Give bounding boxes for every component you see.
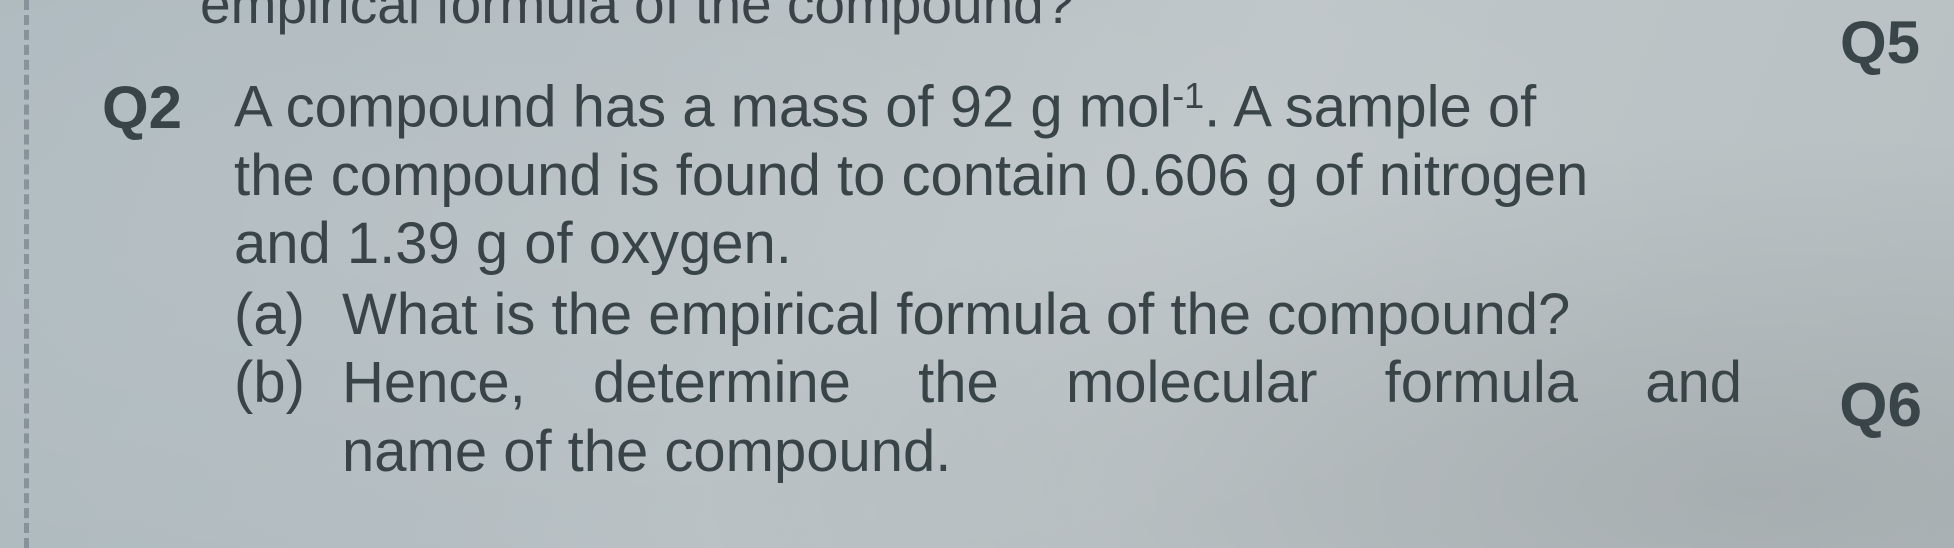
q2-part-b-label: (b) <box>234 349 342 417</box>
q2-line1-before: A compound has a mass of 92 g mol <box>234 74 1172 139</box>
q2-line2: the compound is found to contain 0.606 g… <box>234 142 1754 210</box>
q2-part-b-line1: Hence, determine the molecular formula a… <box>342 349 1742 417</box>
q6-label: Q6 <box>1839 370 1922 441</box>
q2-part-b-line2: name of the compound. <box>342 418 1742 486</box>
q2-line1: A compound has a mass of 92 g mol-1. A s… <box>234 73 1754 142</box>
q2-part-a: (a) What is the empirical formula of the… <box>234 281 1754 349</box>
q5-label: Q5 <box>1840 8 1920 77</box>
q2-body: A compound has a mass of 92 g mol-1. A s… <box>234 73 1754 486</box>
left-dashed-rule <box>24 0 29 548</box>
q2-line3: and 1.39 g of oxygen. <box>234 210 1754 278</box>
q2-part-b: (b) Hence, determine the molecular formu… <box>234 349 1754 486</box>
q2-subparts: (a) What is the empirical formula of the… <box>234 281 1754 486</box>
q2-line1-after: . A sample of <box>1204 74 1536 139</box>
q2-part-b-text: Hence, determine the molecular formula a… <box>342 349 1742 486</box>
q2-line1-superscript: -1 <box>1172 75 1204 116</box>
q2-part-a-label: (a) <box>234 281 342 349</box>
partial-previous-line: empirical formula of the compound? <box>200 0 1074 36</box>
q2-label: Q2 <box>102 73 182 142</box>
q2-part-a-text: What is the empirical formula of the com… <box>342 281 1570 349</box>
